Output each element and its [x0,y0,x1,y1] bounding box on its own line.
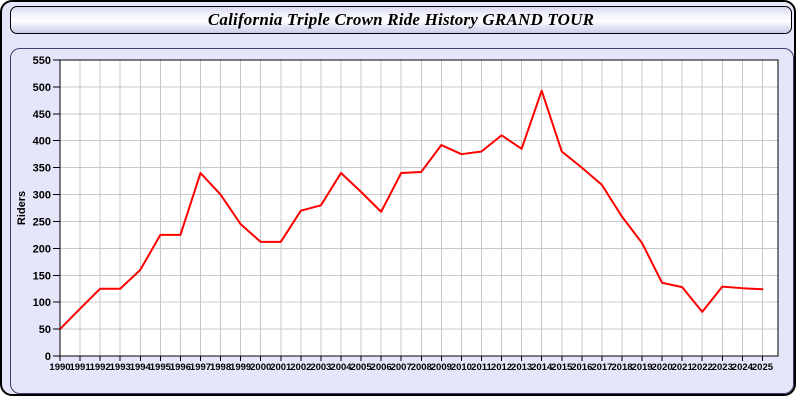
x-tick-label: 2013 [511,362,532,373]
x-tick-label: 2009 [431,362,452,373]
riders-series-line [59,89,764,331]
x-tick-label: 2008 [411,362,432,373]
x-axis-labels: 1990199119921993199419951996199719981999… [49,362,773,373]
x-tick-label: 1999 [230,362,251,373]
x-tick-label: 1996 [170,362,191,373]
y-tick-label: 500 [33,82,51,94]
chart-panel: 0 50 100 150 200 250 300 350 400 450 500 550 1990 199… [10,48,794,394]
x-tick-label: 2020 [652,362,673,373]
x-tick-label: 1994 [130,362,152,373]
x-tick-label: 2016 [571,362,592,373]
y-tick-label: 50 [39,324,51,336]
y-tick-label: 400 [33,136,51,148]
chart-title: California Triple Crown Ride History GRA… [207,10,595,29]
y-tick-label: 350 [33,163,51,175]
plot-frame [59,59,779,357]
x-tick-label: 2001 [270,362,292,373]
x-tick-label: 1993 [110,362,131,373]
y-axis-labels: 0 50 100 150 200 250 300 350 400 450 500 550 [33,55,51,363]
y-tick-label: 150 [33,270,51,282]
x-tick-label: 2003 [310,362,331,373]
x-tick-label: 2025 [752,362,774,373]
x-tick-label: 2005 [350,362,372,373]
plot-area [60,60,778,356]
x-tick-label: 1995 [150,362,172,373]
x-tick-label: 2004 [330,362,352,373]
axis-ticks [53,59,763,361]
x-tick-label: 2017 [591,362,612,373]
y-tick-label: 450 [33,109,51,121]
y-tick-label: 200 [33,243,51,255]
x-tick-label: 1990 [49,362,70,373]
x-tick-label: 2007 [391,362,412,373]
x-tick-label: 2011 [471,362,492,373]
y-tick-label: 100 [33,297,51,309]
x-tick-label: 2002 [290,362,311,373]
x-tick-label: 2018 [611,362,632,373]
y-axis-title: Riders [16,191,28,225]
x-tick-label: 2024 [732,362,754,373]
x-tick-label: 2000 [250,362,271,373]
x-tick-label: 2014 [531,362,553,373]
x-tick-label: 2006 [371,362,392,373]
y-tick-label: 0 [45,351,51,363]
x-tick-label: 1992 [90,362,111,373]
x-tick-label: 2019 [631,362,652,373]
y-tick-label: 300 [33,190,51,202]
x-tick-label: 1991 [69,362,91,373]
y-tick-label: 550 [33,55,51,67]
y-tick-label: 250 [33,216,51,228]
x-tick-label: 2015 [551,362,573,373]
x-tick-label: 1997 [190,362,211,373]
x-tick-label: 2022 [692,362,713,373]
chart-title-bar: California Triple Crown Ride History GRA… [10,6,792,34]
x-tick-label: 2021 [672,362,694,373]
x-tick-label: 1998 [210,362,231,373]
riders-line-chart: 0501001502002503003504004505005501990199… [16,55,779,373]
x-tick-label: 2010 [451,362,472,373]
x-tick-label: 2012 [491,362,512,373]
x-tick-label: 2023 [712,362,733,373]
